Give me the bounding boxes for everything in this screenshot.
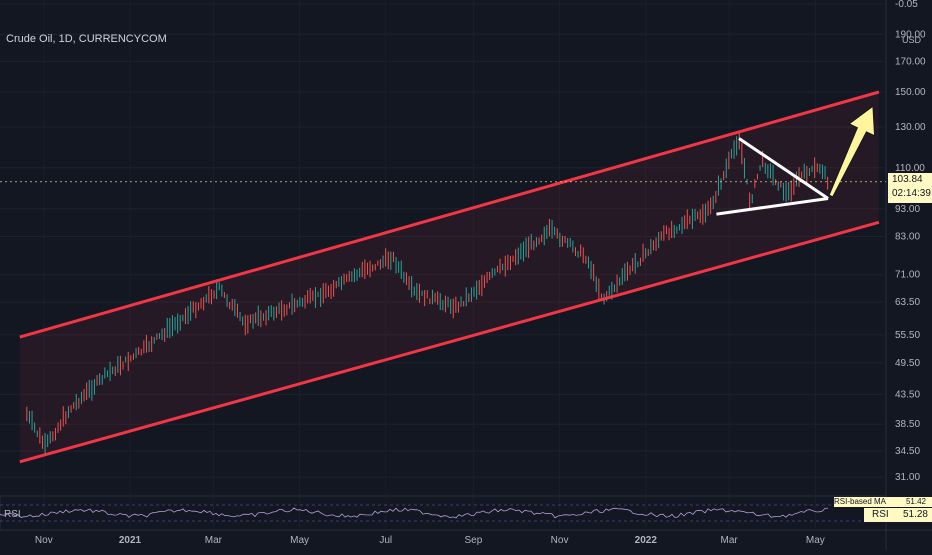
x-tick-label: Mar bbox=[205, 535, 223, 546]
rsi-pane bbox=[0, 495, 887, 531]
y-tick-label: 49.50 bbox=[895, 358, 920, 369]
rsi-ma-value: 51.42 bbox=[905, 497, 926, 506]
y-tick-label: 31.00 bbox=[895, 472, 920, 483]
y-tick-label: 71.00 bbox=[895, 270, 920, 281]
channel-upper-line bbox=[19, 90, 880, 339]
rsi-label: RSI bbox=[4, 509, 21, 520]
x-tick-label: May bbox=[806, 535, 825, 546]
y-tick-label: 190.00 bbox=[895, 29, 926, 40]
rsi-ma-label: RSI-based MA bbox=[834, 497, 887, 506]
x-tick-label: Jul bbox=[379, 535, 392, 546]
y-tick-label: 34.50 bbox=[895, 446, 920, 457]
y-tick-label: 43.50 bbox=[895, 389, 920, 400]
y-tick-label: 55.50 bbox=[895, 330, 920, 341]
x-tick-label: Mar bbox=[721, 535, 739, 546]
y-tick-label: 110.00 bbox=[895, 163, 925, 174]
x-tick-label: 2022 bbox=[635, 535, 658, 546]
chart-title: Crude Oil, 1D, CURRENCYCOM bbox=[6, 33, 167, 45]
x-tick-label: Sep bbox=[464, 535, 482, 546]
x-tick-label: Nov bbox=[551, 535, 569, 546]
forecast-arrow bbox=[828, 105, 876, 198]
last-price-value: 103.84 bbox=[892, 174, 923, 185]
last-price-badge: 103.84 02:14:39 bbox=[888, 173, 932, 203]
y-tick-label: -0.05 bbox=[895, 0, 918, 10]
triangle-lower-line bbox=[716, 196, 829, 216]
x-tick-label: Nov bbox=[35, 535, 53, 546]
rsi-ma-badge: RSI-based MA 51.42 bbox=[834, 497, 932, 507]
channel-fill bbox=[19, 92, 879, 462]
y-tick-label: 130.00 bbox=[895, 122, 926, 133]
triangle-upper-line bbox=[738, 137, 829, 200]
rsi-line bbox=[0, 507, 829, 519]
y-tick-label: 150.00 bbox=[895, 87, 926, 98]
y-tick-label: 170.00 bbox=[895, 56, 926, 67]
y-tick-label: 83.00 bbox=[895, 232, 920, 243]
rsi-value-badge: RSI 51.28 bbox=[864, 508, 932, 522]
y-tick-label: 93.00 bbox=[895, 204, 920, 215]
rsi-value-label: RSI bbox=[872, 509, 889, 520]
x-tick-label: 2021 bbox=[119, 535, 142, 546]
currency-label[interactable]: USD bbox=[902, 35, 922, 45]
x-tick-label: May bbox=[290, 535, 309, 546]
countdown-value: 02:14:39 bbox=[892, 188, 931, 199]
channel-lower-line bbox=[19, 220, 880, 464]
y-tick-label: 63.50 bbox=[895, 297, 920, 308]
y-tick-label: 38.50 bbox=[895, 419, 920, 430]
rsi-value: 51.28 bbox=[902, 509, 928, 520]
